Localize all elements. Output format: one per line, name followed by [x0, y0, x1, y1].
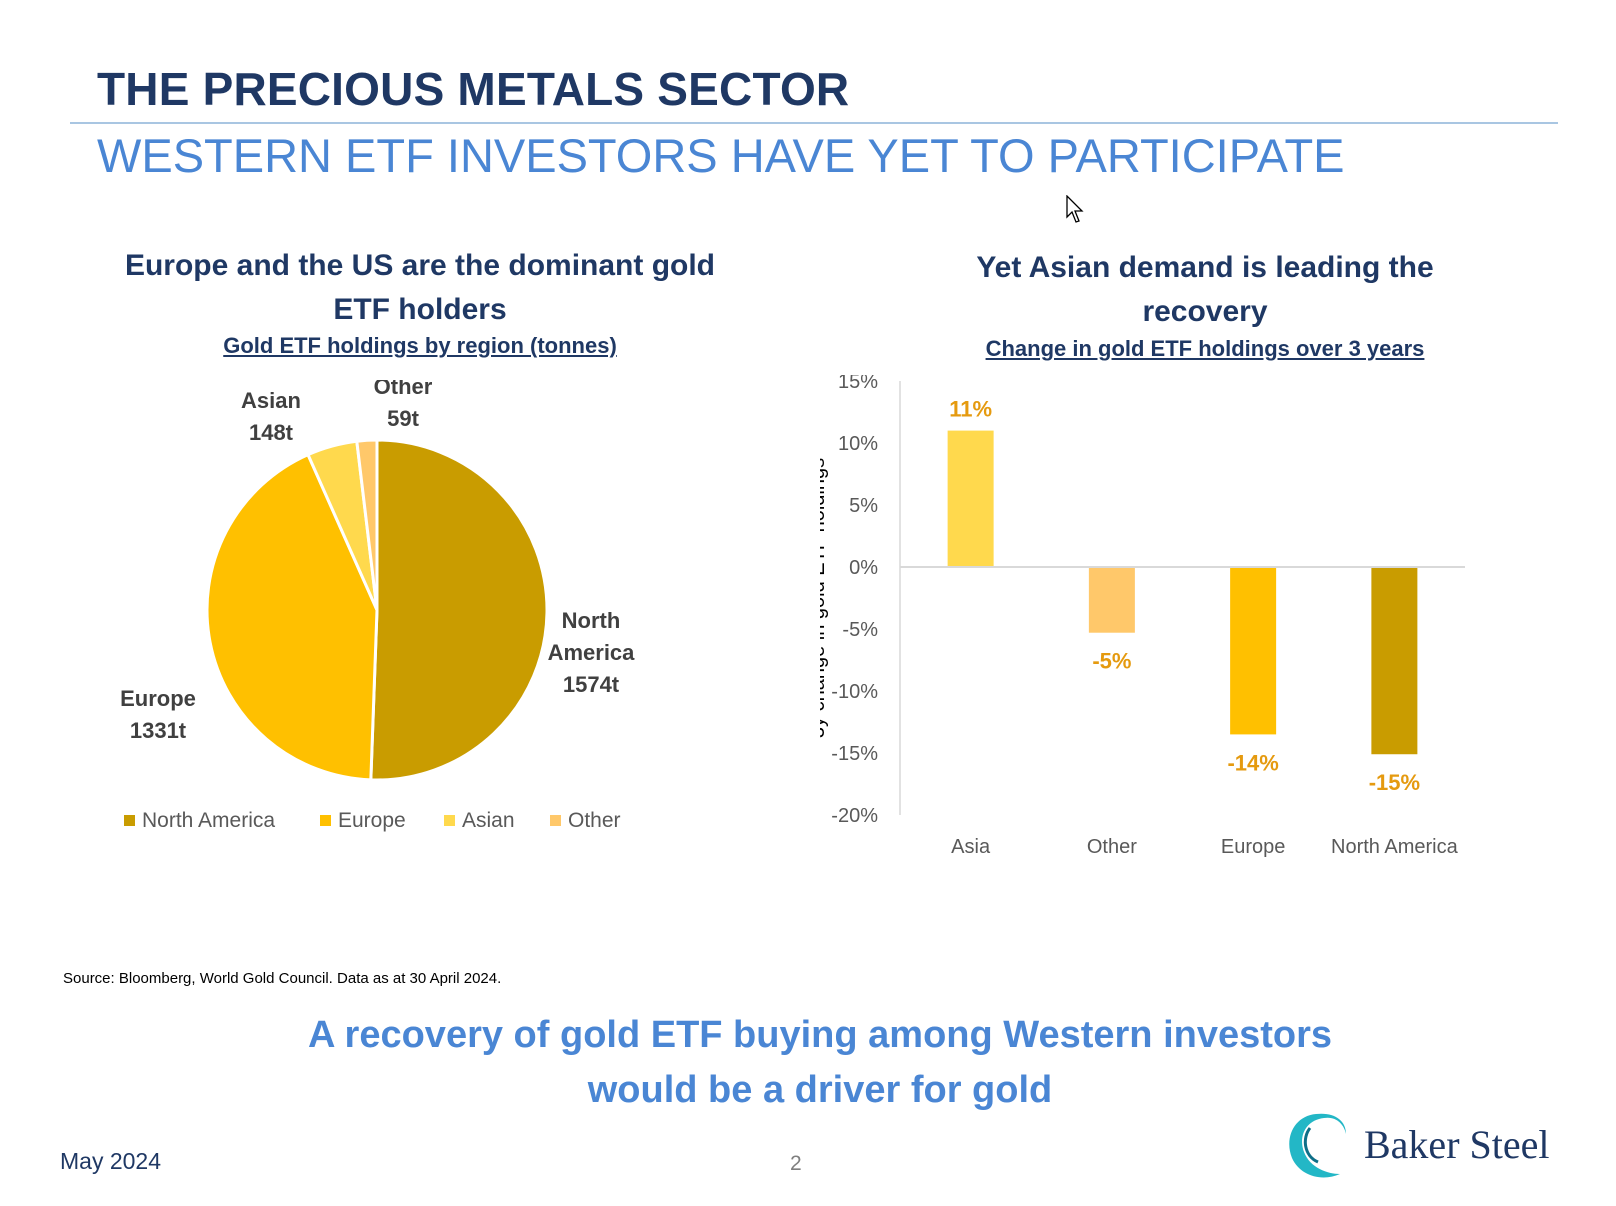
pie-subheading-text: Gold ETF holdings by region (tonnes)	[223, 333, 617, 358]
y-tick-label: -20%	[831, 805, 878, 827]
x-tick-label-other: Other	[1087, 836, 1137, 858]
data-label-asia: 11%	[949, 397, 992, 422]
baker-steel-logo: Baker Steel	[1289, 1113, 1550, 1178]
legend-label-other: Other	[568, 809, 621, 832]
bar-subheading-text: Change in gold ETF holdings over 3 years	[985, 336, 1425, 361]
bar-asia	[947, 430, 994, 567]
bar-other	[1088, 567, 1135, 633]
bar-north-america	[1371, 567, 1418, 755]
pie-slice-other	[355, 438, 379, 611]
legend-swatch-north-america	[124, 815, 135, 826]
pie-heading-line2: ETF holders	[333, 293, 507, 326]
legend-label-asian: Asian	[462, 809, 515, 832]
x-tick-label-asia: Asia	[951, 836, 991, 858]
bar-chart: 15% 10% 5% 0% -5% -10% -15% -20% 3y change in go…	[820, 375, 1465, 858]
slide-date: May 2024	[60, 1148, 162, 1174]
legend-swatch-asian	[444, 815, 455, 826]
logo-mark-icon	[1289, 1113, 1346, 1178]
bar-chart-subheading: Change in gold ETF holdings over 3 years	[880, 336, 1530, 362]
pie-label-asian: Asian 148t	[241, 388, 301, 445]
pie-label-line: America	[548, 640, 636, 665]
bar-chart-heading: Yet Asian demand is leading the recovery	[880, 246, 1530, 334]
x-tick-label-north-america: North America	[1331, 836, 1459, 858]
legend-label-north-america: North America	[142, 809, 275, 832]
pie-heading-line1: Europe and the US are the dominant gold	[124, 249, 716, 282]
pie-label-line: 1331t	[130, 718, 187, 743]
pie-label-europe: Europe 1331t	[120, 686, 196, 743]
tagline-line2: would be a driver for gold	[587, 1069, 1053, 1111]
y-axis-label: 3y change in gold ETF holdings	[820, 458, 829, 738]
pie-label-line: 148t	[249, 420, 294, 445]
tagline: A recovery of gold ETF buying among West…	[200, 1008, 1440, 1118]
y-tick-label: -5%	[842, 619, 878, 641]
pie-label-line: Europe	[120, 686, 196, 711]
pie-chart-heading: Europe and the US are the dominant gold …	[80, 244, 760, 332]
pie-label-north-america: North America 1574t	[548, 608, 636, 697]
legend-label-europe: Europe	[338, 809, 406, 832]
pie-label-line: Asian	[241, 388, 301, 413]
bar-europe	[1230, 567, 1277, 735]
y-tick-label: 15%	[838, 375, 878, 393]
legend-swatch-other	[550, 815, 561, 826]
pie-label-line: Other	[374, 380, 433, 399]
pie-label-line: 59t	[387, 406, 419, 431]
source-note: Source: Bloomberg, World Gold Council. D…	[63, 970, 502, 987]
pie-slice-europe	[205, 452, 379, 782]
pie-chart: North America 1574t Europe 1331t Asian 148t Oth…	[120, 380, 636, 832]
bar-heading-line2: recovery	[1142, 295, 1268, 328]
page-number: 2	[790, 1152, 802, 1175]
data-label-north-america: -15%	[1369, 770, 1420, 795]
y-tick-label: 10%	[838, 433, 878, 455]
logo-text: Baker Steel	[1364, 1122, 1550, 1167]
x-tick-label-europe: Europe	[1221, 836, 1286, 858]
data-label-other: -5%	[1092, 649, 1131, 674]
pie-chart-subheading: Gold ETF holdings by region (tonnes)	[80, 333, 760, 359]
mouse-cursor-icon	[1066, 195, 1084, 223]
slide-subtitle: WESTERN ETF INVESTORS HAVE YET TO PARTIC…	[97, 129, 1345, 182]
slide-title: THE PRECIOUS METALS SECTOR	[97, 63, 850, 115]
logo-mark-inner-icon	[1303, 1127, 1319, 1164]
tagline-line1: A recovery of gold ETF buying among West…	[307, 1014, 1333, 1056]
y-tick-label: -15%	[831, 743, 878, 765]
bar-heading-line1: Yet Asian demand is leading the	[976, 251, 1434, 284]
pie-slice-north-america	[369, 438, 549, 782]
y-tick-label: 5%	[849, 495, 878, 517]
pie-label-other: Other 59t	[374, 380, 433, 431]
pie-label-line: North	[562, 608, 621, 633]
pie-label-line: 1574t	[563, 672, 620, 697]
legend-swatch-europe	[320, 815, 331, 826]
y-tick-label: -10%	[831, 681, 878, 703]
title-divider	[70, 122, 1558, 124]
y-tick-label: 0%	[849, 557, 878, 579]
data-label-europe: -14%	[1227, 750, 1278, 775]
